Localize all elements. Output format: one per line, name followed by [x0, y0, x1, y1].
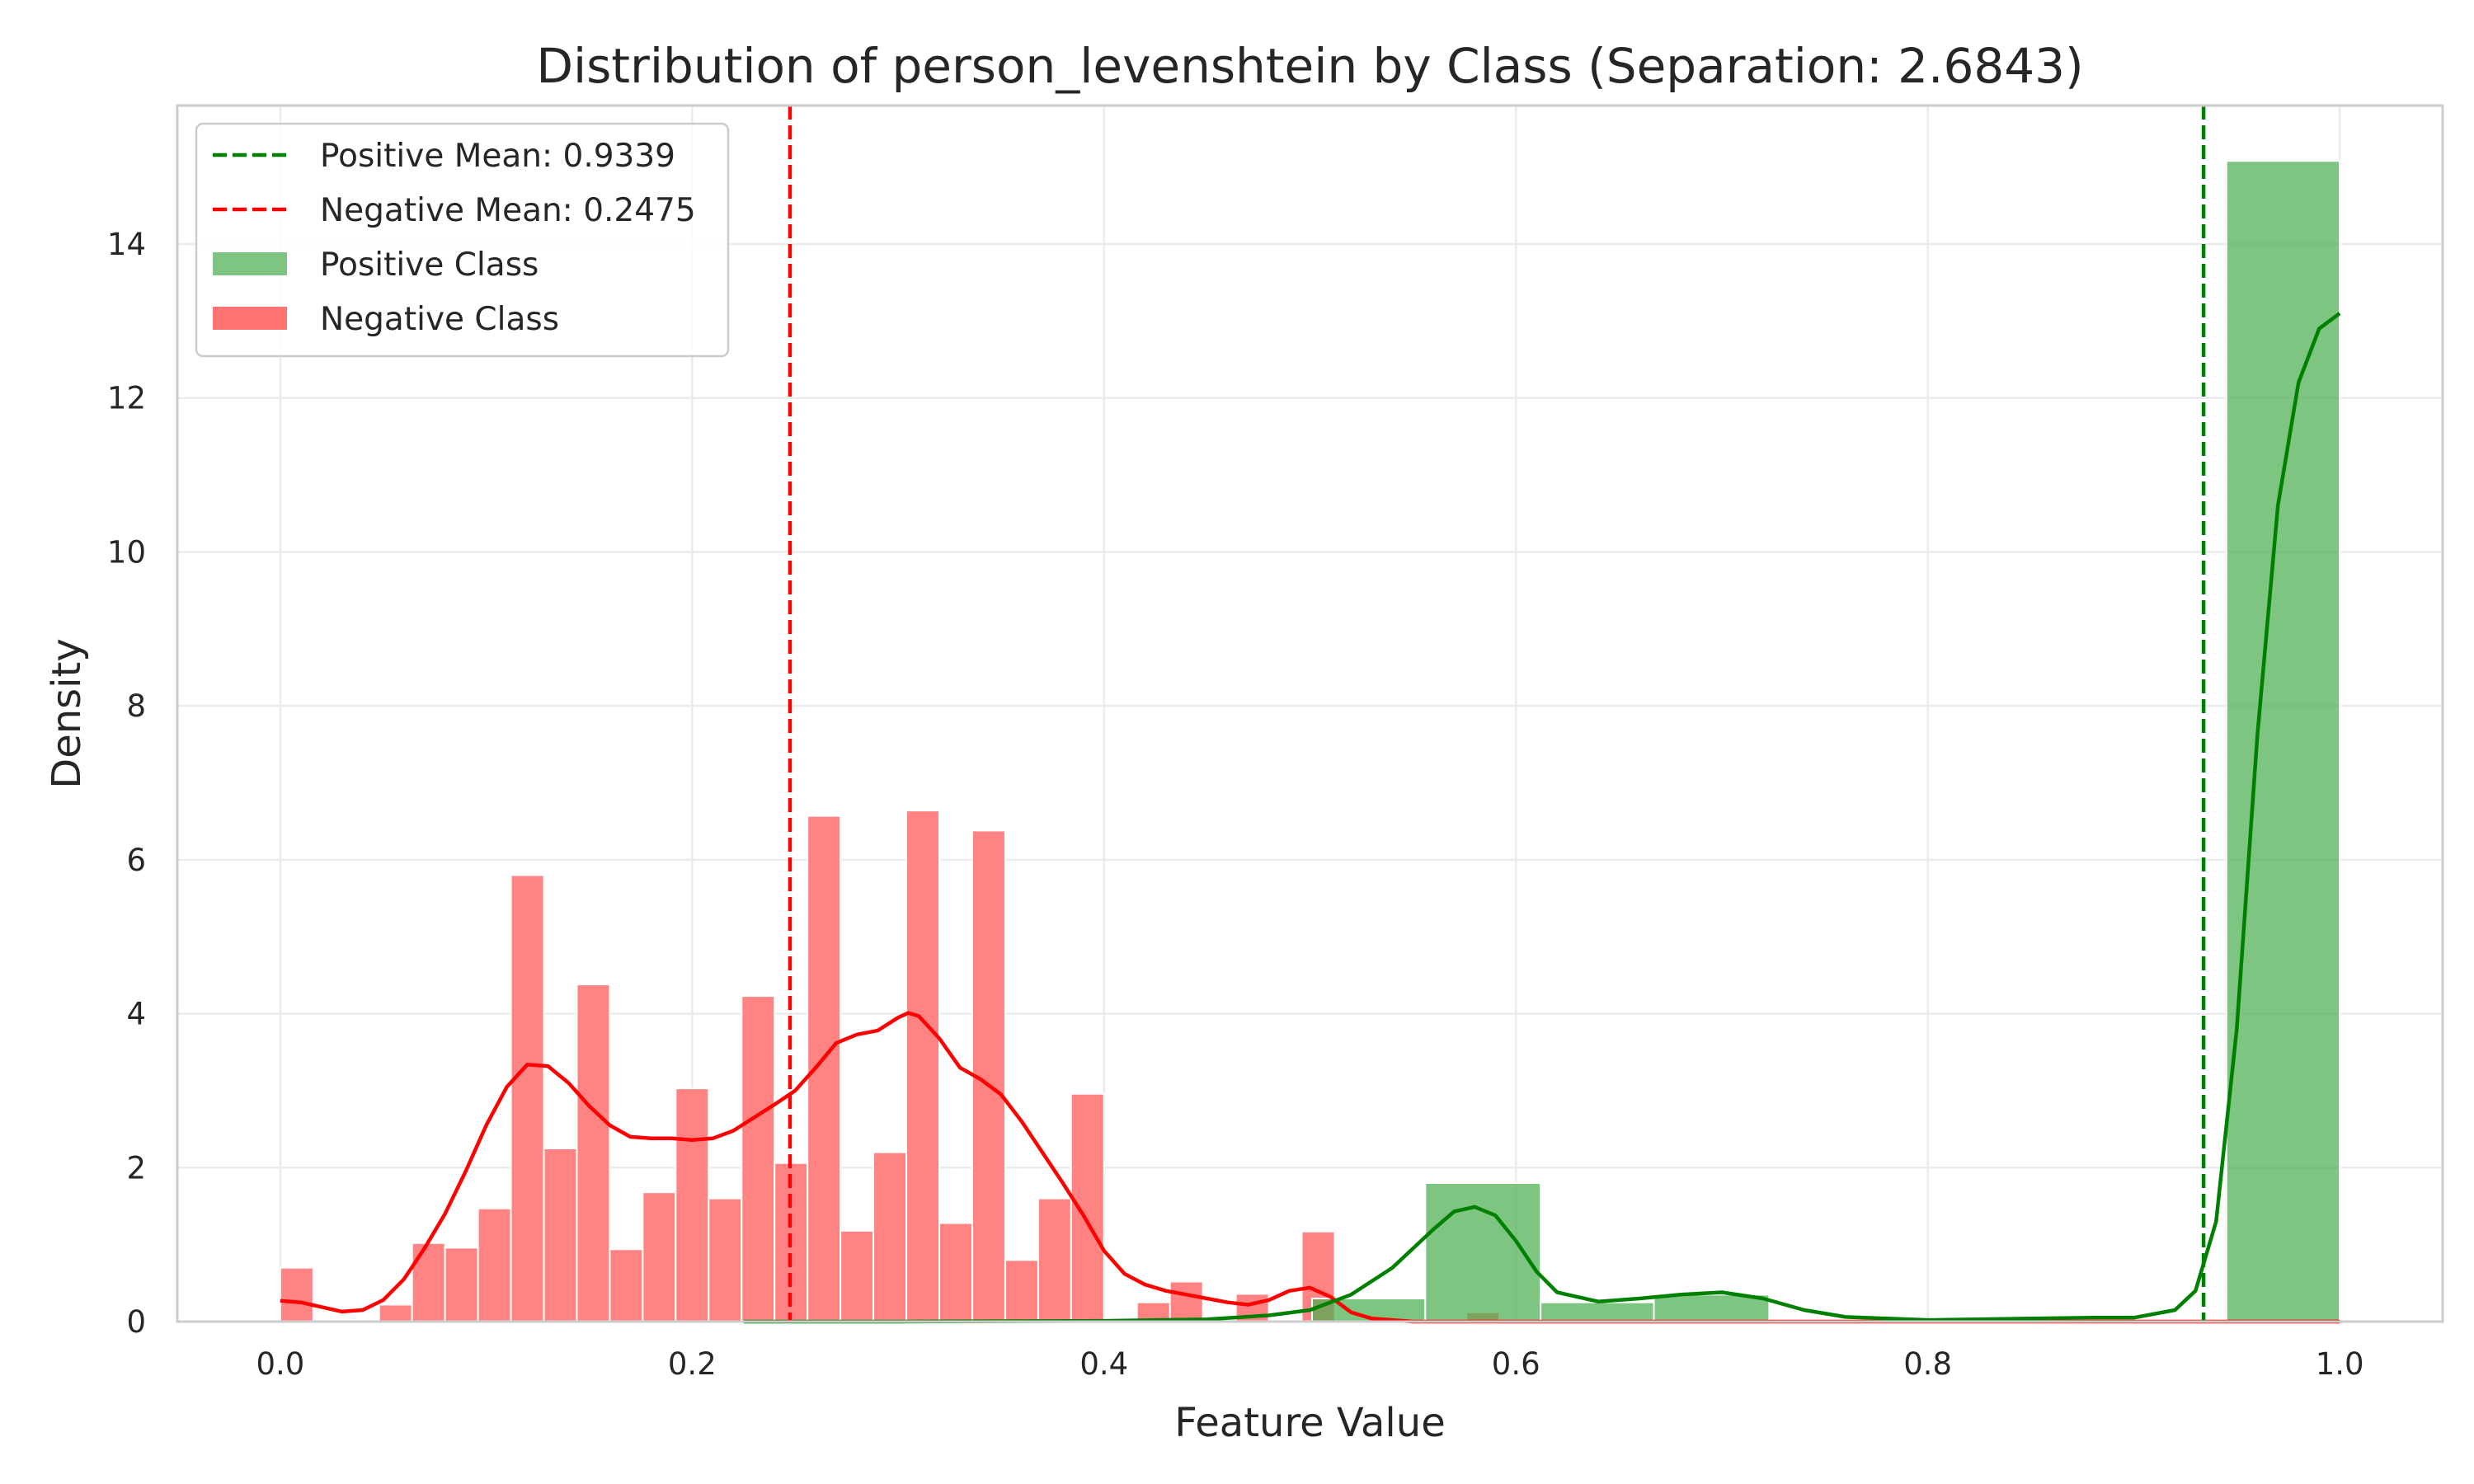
positive-class-kde-line — [743, 312, 2341, 1324]
legend-patch-swatch — [213, 252, 287, 275]
mean-lines — [788, 106, 2206, 1322]
negative-class-bar — [576, 984, 611, 1322]
x-axis-ticks: 0.0 0.2 0.4 0.6 0.8 1.0 — [256, 1346, 2363, 1382]
y-tick-label: 14 — [107, 227, 146, 262]
legend-box — [195, 122, 730, 358]
positive-class-bar — [1424, 1181, 1542, 1323]
positive-class-bar — [1653, 1294, 1771, 1322]
y-axis-ticks: 0 2 4 6 8 10 12 14 — [107, 227, 146, 1340]
y-tick-label: 2 — [126, 1150, 146, 1186]
x-tick-label: 0.4 — [1079, 1346, 1128, 1382]
negative-class-bar — [477, 1207, 512, 1323]
negative-class-bar — [840, 1229, 875, 1323]
legend-label: Positive Class — [320, 247, 539, 284]
legend: Positive Mean: 0.9339 Negative Mean: 0.24… — [195, 122, 730, 358]
negative-class-bar — [1037, 1197, 1072, 1323]
negative-class-bar — [872, 1151, 908, 1322]
x-tick-label: 1.0 — [2316, 1346, 2364, 1382]
negative-class-bar — [378, 1303, 413, 1323]
negative-class-bar — [741, 995, 776, 1322]
x-tick-label: 0.0 — [256, 1346, 304, 1382]
negative-class-bar — [609, 1248, 644, 1322]
legend-label: Negative Mean: 0.2475 — [320, 192, 696, 229]
negative-class-bar — [1169, 1280, 1204, 1322]
negative-class-bar — [675, 1087, 710, 1323]
legend-patch-swatch — [213, 307, 287, 330]
x-tick-label: 0.8 — [1903, 1346, 1952, 1382]
positive-class-bar — [1540, 1301, 1655, 1322]
negative-class-bar — [938, 1222, 973, 1323]
negative-class-bars — [279, 810, 2341, 1323]
x-tick-label: 0.2 — [668, 1346, 717, 1382]
negative-class-bar — [1004, 1259, 1039, 1322]
x-axis-label: Feature Value — [1174, 1400, 1445, 1446]
positive-class-bar — [2225, 160, 2341, 1322]
negative-class-kde-line — [280, 1011, 2340, 1324]
negative-class-bar — [510, 874, 545, 1322]
y-axis-label: Density — [44, 638, 90, 788]
negative-class-bar — [708, 1197, 743, 1323]
negative-class-bar — [1070, 1092, 1105, 1322]
x-tick-label: 0.6 — [1492, 1346, 1540, 1382]
negative-class-bar — [279, 1266, 314, 1322]
chart-title: Distribution of person_levenshtein by Cl… — [536, 38, 2083, 94]
plot-area-frame — [176, 104, 2444, 1323]
y-tick-label: 12 — [107, 381, 146, 416]
negative-class-bar — [905, 810, 940, 1322]
legend-label: Negative Class — [320, 301, 559, 338]
negative-class-bar — [444, 1247, 479, 1323]
kde-curves — [280, 312, 2341, 1324]
negative-class-bar — [543, 1147, 578, 1322]
negative-class-bar — [411, 1242, 446, 1322]
y-tick-label: 10 — [107, 534, 146, 570]
y-tick-label: 4 — [126, 997, 146, 1032]
y-tick-label: 8 — [126, 688, 146, 724]
y-tick-label: 6 — [126, 843, 146, 878]
legend-label: Positive Mean: 0.9339 — [320, 138, 675, 175]
y-tick-label: 0 — [126, 1304, 146, 1340]
negative-class-bar — [642, 1191, 677, 1322]
